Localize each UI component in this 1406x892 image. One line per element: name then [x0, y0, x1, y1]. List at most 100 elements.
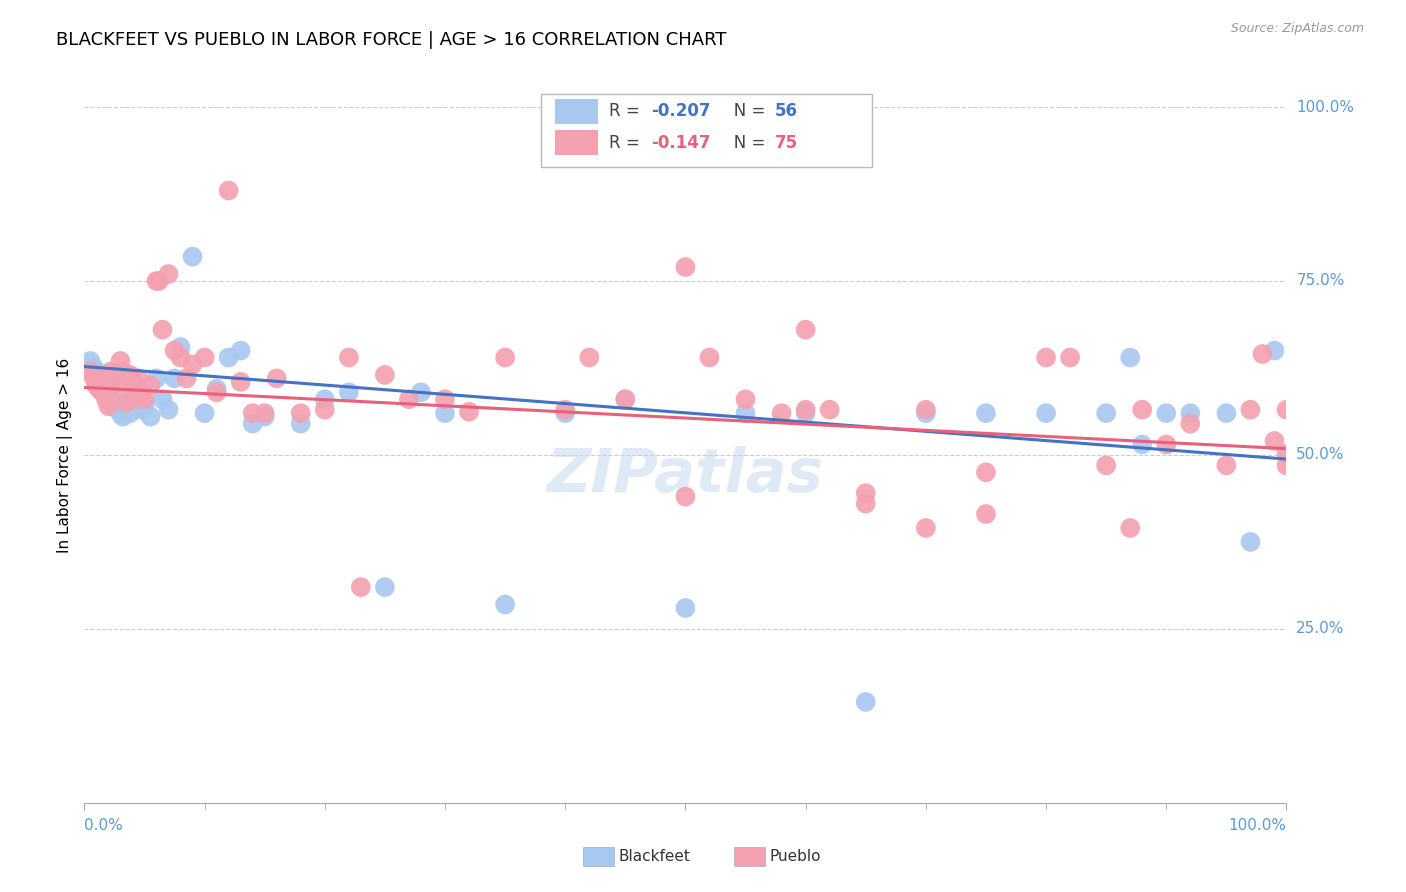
Point — [218, 351, 240, 365]
Text: 100.0%: 100.0% — [1229, 818, 1286, 832]
Point — [1263, 343, 1285, 358]
Point — [253, 409, 276, 424]
Point — [974, 406, 997, 420]
Point — [97, 399, 120, 413]
Point — [614, 392, 637, 407]
Text: N =: N = — [718, 103, 770, 120]
Point — [1215, 458, 1237, 473]
Point — [94, 392, 117, 407]
Text: N =: N = — [718, 134, 770, 152]
Point — [1239, 402, 1261, 417]
Text: 75.0%: 75.0% — [1296, 274, 1344, 288]
Point — [103, 371, 125, 385]
Point — [87, 382, 110, 396]
Point — [134, 392, 156, 407]
Point — [1275, 402, 1298, 417]
Point — [79, 364, 101, 378]
Point — [83, 360, 105, 375]
Point — [699, 351, 721, 365]
Point — [1130, 437, 1153, 451]
Text: -0.147: -0.147 — [651, 134, 710, 152]
Point — [87, 371, 110, 385]
Point — [1156, 437, 1178, 451]
Point — [229, 343, 252, 358]
Text: Pueblo: Pueblo — [769, 849, 821, 863]
Point — [337, 351, 360, 365]
Point — [134, 399, 156, 413]
Y-axis label: In Labor Force | Age > 16: In Labor Force | Age > 16 — [58, 358, 73, 552]
Point — [94, 382, 117, 396]
Point — [107, 402, 129, 417]
Point — [675, 260, 697, 274]
Point — [458, 405, 481, 419]
Text: 75: 75 — [775, 134, 797, 152]
Point — [111, 364, 134, 378]
Point — [181, 250, 204, 264]
Point — [110, 354, 132, 368]
Point — [1275, 446, 1298, 460]
Point — [350, 580, 373, 594]
Text: Source: ZipAtlas.com: Source: ZipAtlas.com — [1230, 22, 1364, 36]
Point — [734, 392, 756, 407]
Point — [794, 406, 817, 420]
Point — [115, 396, 138, 410]
Point — [176, 371, 198, 385]
Point — [242, 417, 264, 431]
Point — [100, 392, 122, 407]
Point — [157, 267, 180, 281]
Point — [152, 392, 174, 407]
Point — [169, 351, 191, 365]
Point — [409, 385, 432, 400]
Point — [494, 351, 516, 365]
Point — [1251, 347, 1274, 361]
Point — [121, 392, 143, 407]
Point — [107, 382, 129, 396]
Point — [118, 406, 141, 420]
Point — [374, 368, 396, 382]
Point — [194, 351, 217, 365]
Text: BLACKFEET VS PUEBLO IN LABOR FORCE | AGE > 16 CORRELATION CHART: BLACKFEET VS PUEBLO IN LABOR FORCE | AGE… — [56, 31, 727, 49]
Point — [169, 340, 191, 354]
Point — [131, 385, 153, 400]
Point — [1263, 434, 1285, 448]
Point — [734, 406, 756, 420]
Point — [97, 385, 120, 400]
Point — [794, 402, 817, 417]
Point — [915, 406, 938, 420]
Point — [242, 406, 264, 420]
Point — [124, 385, 146, 400]
Point — [1035, 406, 1057, 420]
Point — [915, 402, 938, 417]
Point — [1239, 535, 1261, 549]
Point — [1059, 351, 1081, 365]
Point — [855, 497, 877, 511]
Point — [127, 396, 149, 410]
Point — [115, 396, 138, 410]
Point — [229, 375, 252, 389]
Point — [131, 402, 153, 417]
Point — [163, 371, 186, 385]
Point — [139, 378, 162, 392]
Point — [1095, 458, 1118, 473]
Text: 25.0%: 25.0% — [1296, 622, 1344, 636]
Point — [1035, 351, 1057, 365]
Point — [554, 402, 576, 417]
Point — [337, 385, 360, 400]
Point — [253, 406, 276, 420]
Point — [1275, 458, 1298, 473]
Point — [86, 366, 108, 380]
Point — [145, 371, 167, 385]
Point — [855, 695, 877, 709]
Text: Blackfeet: Blackfeet — [619, 849, 690, 863]
Point — [83, 371, 105, 385]
Point — [578, 351, 600, 365]
Point — [554, 406, 576, 420]
Point — [103, 399, 125, 413]
Text: 100.0%: 100.0% — [1296, 100, 1354, 114]
Point — [91, 378, 114, 392]
Point — [145, 274, 167, 288]
Point — [290, 417, 312, 431]
Point — [974, 507, 997, 521]
Point — [91, 385, 114, 400]
Point — [181, 358, 204, 372]
